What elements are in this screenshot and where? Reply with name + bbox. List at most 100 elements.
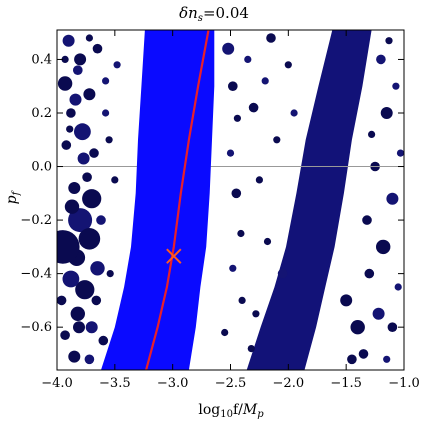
- scatter-point: [358, 349, 369, 359]
- scatter-point: [73, 65, 83, 75]
- scatter-points-layer: [57, 33, 404, 365]
- scatter-point: [376, 54, 386, 65]
- best-fit-marker: [166, 248, 182, 264]
- scatter-point: [74, 123, 91, 141]
- best-fit-marker-layer: [166, 248, 182, 264]
- y-tick-label: 0.0: [31, 160, 52, 175]
- scatter-point: [261, 77, 269, 85]
- scatter-point: [69, 93, 82, 106]
- scatter-point: [263, 237, 272, 246]
- scatter-point: [60, 330, 70, 341]
- scatter-point: [229, 264, 237, 272]
- scatter-point: [231, 188, 242, 199]
- scatter-point: [221, 328, 229, 337]
- scatter-point: [91, 295, 102, 306]
- scatter-point: [394, 283, 402, 291]
- y-tick-label: −0.6: [20, 320, 52, 335]
- scatter-point: [266, 33, 276, 43]
- scatter-point: [57, 295, 67, 306]
- scatter-point: [290, 109, 298, 117]
- x-tick-label: −2.5: [215, 376, 247, 391]
- y-tick-label: 0.2: [31, 106, 52, 121]
- scatter-point: [111, 176, 119, 184]
- x-tick-label: −3.0: [157, 376, 189, 391]
- scatter-point: [84, 354, 95, 365]
- scatter-point: [277, 268, 288, 279]
- scatter-point: [82, 172, 92, 182]
- allowed-band-layer: [101, 30, 215, 370]
- scatter-point: [73, 321, 85, 334]
- scatter-point: [64, 199, 80, 214]
- right-excluded-band: [246, 30, 372, 370]
- central-curve-layer: [145, 30, 210, 370]
- scatter-point: [66, 125, 74, 133]
- scatter-point: [85, 34, 93, 42]
- scatter-point: [248, 102, 259, 113]
- y-axis-ticks: −0.6 −0.4 −0.2 0.0 0.2 0.4: [20, 52, 404, 335]
- x-tick-label: −3.5: [99, 376, 131, 391]
- scatter-point: [387, 322, 398, 333]
- scatter-point: [237, 229, 245, 238]
- scatter-point: [78, 228, 101, 250]
- x-tick-label: −2.0: [273, 376, 305, 391]
- scatter-point: [105, 136, 113, 144]
- scatter-point: [68, 208, 93, 233]
- scatter-point: [61, 55, 69, 64]
- scatter-point: [380, 107, 393, 119]
- x-tick-label: −1.0: [388, 376, 420, 391]
- y-tick-label: −0.4: [20, 267, 52, 282]
- scatter-point: [392, 82, 400, 90]
- scatter-point: [66, 108, 76, 118]
- scatter-point: [89, 148, 99, 158]
- scatter-point: [347, 354, 357, 365]
- scatter-point: [102, 77, 110, 85]
- scatter-point: [98, 335, 109, 346]
- y-tick-label: 0.4: [31, 52, 52, 67]
- scatter-point: [75, 280, 95, 300]
- scatter-point: [57, 76, 73, 91]
- scatter-point: [74, 53, 87, 66]
- scatter-point: [92, 43, 103, 54]
- scatter-point: [226, 149, 235, 157]
- scatter-point: [350, 320, 365, 335]
- scatter-point: [372, 307, 385, 320]
- scatter-point: [102, 109, 110, 117]
- scatter-point: [62, 34, 75, 47]
- central-curve: [145, 30, 210, 370]
- scatter-point: [233, 114, 241, 122]
- allowed-band: [101, 30, 215, 370]
- scatter-point: [83, 88, 96, 101]
- y-tick-label: −0.2: [20, 213, 52, 228]
- scatter-point: [62, 270, 80, 288]
- scatter-point: [383, 355, 391, 363]
- scatter-point: [364, 268, 375, 279]
- scatter-point: [247, 345, 255, 353]
- scatter-point: [68, 350, 81, 363]
- right-excluded-band-layer: [246, 30, 372, 370]
- scatter-point: [85, 321, 98, 334]
- scatter-point: [252, 310, 260, 318]
- chart-title: δns=0.04: [179, 4, 249, 24]
- x-tick-label: −4.0: [41, 376, 73, 391]
- scatter-point: [368, 130, 376, 138]
- scatter-point: [82, 189, 102, 209]
- scatter-point: [386, 192, 399, 205]
- x-tick-label: −1.5: [330, 376, 362, 391]
- scatter-point: [57, 230, 80, 264]
- scatter-point: [61, 140, 72, 150]
- x-axis-ticks: −4.0 −3.5 −3.0 −2.5 −2.0 −1.5 −1.0: [41, 30, 420, 391]
- scatter-point: [238, 296, 246, 304]
- scatter-point: [228, 81, 238, 91]
- y-axis-label: pf: [4, 189, 22, 204]
- scatter-point: [385, 37, 393, 45]
- scatter-point: [362, 215, 372, 225]
- scatter-point: [96, 215, 106, 225]
- scatter-point: [340, 294, 353, 307]
- scatter-point: [68, 182, 81, 194]
- scatter-point: [284, 61, 292, 69]
- x-axis-label: log10f/Mp: [198, 402, 264, 420]
- scatter-point: [376, 239, 391, 255]
- scatter-point: [255, 176, 263, 184]
- scatter-point: [222, 42, 235, 55]
